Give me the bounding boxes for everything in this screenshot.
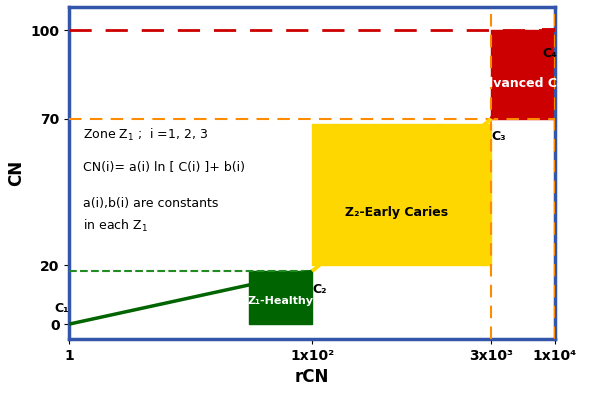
Text: in each Z$_1$: in each Z$_1$ [83, 218, 148, 234]
Bar [248, 271, 312, 324]
Text: CN(i)= a(i) ln [ C(i) ]+ b(i): CN(i)= a(i) ln [ C(i) ]+ b(i) [83, 162, 245, 174]
Text: C₁: C₁ [55, 302, 69, 315]
Y-axis label: CN: CN [7, 160, 25, 186]
Text: a(i),b(i) are constants: a(i),b(i) are constants [83, 196, 218, 209]
Text: C₂: C₂ [312, 283, 326, 296]
Bar [312, 125, 491, 265]
Text: Z₂-Early Caries: Z₂-Early Caries [346, 206, 449, 219]
Bar [491, 30, 555, 119]
Text: Zone Z$_1$ ;  i =1, 2, 3: Zone Z$_1$ ; i =1, 2, 3 [83, 127, 208, 143]
X-axis label: rCN: rCN [295, 368, 329, 386]
Text: C₄: C₄ [542, 47, 557, 60]
Text: C₃: C₃ [491, 130, 506, 143]
Text: Z₁-Healthy: Z₁-Healthy [248, 296, 314, 306]
Text: Z₃-Advanced Caries: Z₃-Advanced Caries [455, 77, 592, 90]
